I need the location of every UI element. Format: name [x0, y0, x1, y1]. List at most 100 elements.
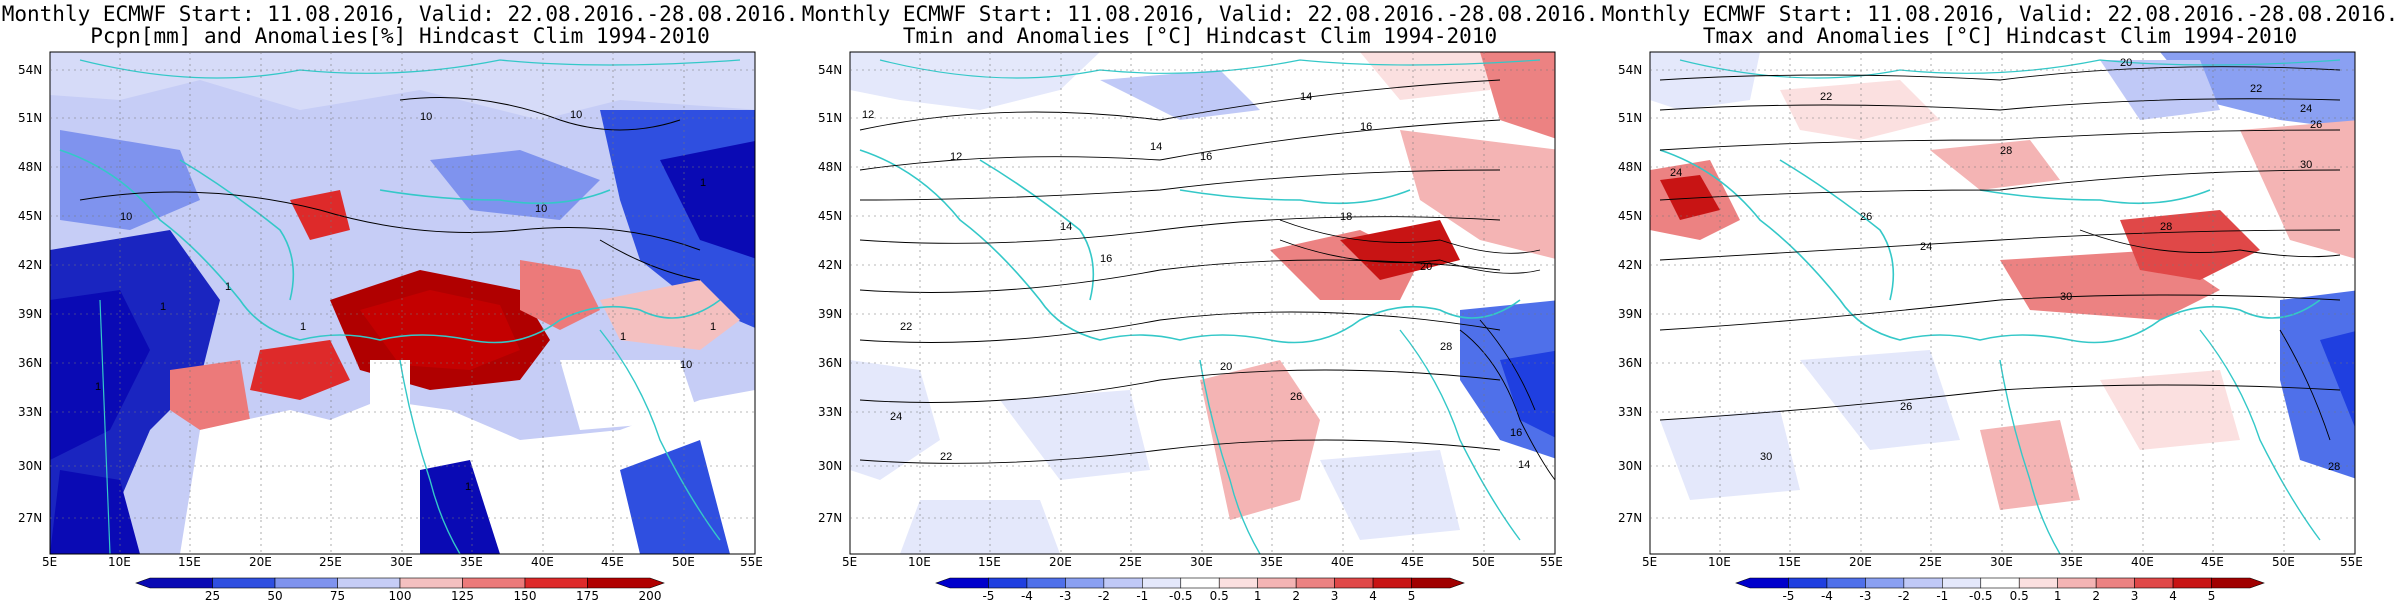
- precip-panel: Monthly ECMWF Start: 11.08.2016, Valid: …: [0, 0, 800, 600]
- lon-label: 50E: [1472, 555, 1495, 569]
- lon-label: 55E: [740, 555, 763, 569]
- lon-label: 40E: [1331, 555, 1354, 569]
- colorbar-tick-label: 0.5: [2010, 589, 2029, 600]
- colorbar-swatch: [135, 577, 213, 589]
- panel-title-line1: Monthly ECMWF Start: 11.08.2016, Valid: …: [801, 2, 1599, 26]
- lat-label: 48N: [18, 160, 42, 174]
- colorbar-swatch: [1180, 577, 1220, 589]
- colorbar-swatch: [1372, 577, 1412, 589]
- lon-label: 25E: [1119, 555, 1142, 569]
- contour-label: 14: [1300, 91, 1312, 103]
- lat-label: 33N: [1618, 405, 1642, 419]
- contour-label: 22: [900, 321, 912, 333]
- colorbar-tick-label: 4: [2169, 589, 2177, 600]
- colorbar-tick-label: -1: [1136, 589, 1148, 600]
- contour-labels: 12 14 16 16 14 12 14 16 18 20 22 24 22 2…: [862, 91, 1530, 471]
- lat-label: 39N: [18, 307, 42, 321]
- lat-label: 54N: [1618, 63, 1642, 77]
- lat-label: 45N: [1618, 209, 1642, 223]
- tmax-panel: Monthly ECMWF Start: 11.08.2016, Valid: …: [1600, 0, 2400, 600]
- contour-labels: 10 10 10 10 1 1 1 1 1 1 1 10 1: [95, 109, 716, 493]
- colorbar-tick-label: -5: [1782, 589, 1794, 600]
- contour-label: 1: [95, 381, 101, 393]
- contour-label: 16: [1360, 121, 1372, 133]
- lon-label: 20E: [249, 555, 272, 569]
- lon-label: 15E: [1778, 555, 1801, 569]
- colorbar-swatch: [274, 577, 338, 589]
- contour-label: 1: [620, 331, 626, 343]
- contour-label: 10: [120, 211, 132, 223]
- contour-label: 1: [700, 177, 706, 189]
- colorbar-swatch: [524, 577, 588, 589]
- colorbar-swatch: [1065, 577, 1105, 589]
- lat-labels: 54N 51N 48N 45N 42N 39N 36N 33N 30N 27N: [18, 63, 42, 525]
- contour-label: 26: [1900, 401, 1912, 413]
- colorbar-tick-label: 5: [1408, 589, 1416, 600]
- contour-label: 16: [1100, 253, 1112, 265]
- lon-label: 20E: [1849, 555, 1872, 569]
- colorbar-swatch: [2018, 577, 2058, 589]
- colorbar-swatch: [2057, 577, 2097, 589]
- contour-label: 1: [300, 321, 306, 333]
- lat-label: 27N: [18, 511, 42, 525]
- colorbar-swatch: [1980, 577, 2020, 589]
- contour-label: 30: [2300, 159, 2312, 171]
- colorbar-tick-label: 2: [2092, 589, 2100, 600]
- lat-label: 54N: [818, 63, 842, 77]
- tmax-map: 20 22 24 26 28 30 22 24 26 28 30 24 26 3…: [1618, 51, 2363, 600]
- lon-label: 5E: [1642, 555, 1657, 569]
- lon-label: 55E: [1540, 555, 1563, 569]
- contour-label: 30: [1760, 451, 1772, 463]
- lon-label: 35E: [2060, 555, 2083, 569]
- lat-labels: 54N 51N 48N 45N 42N 39N 36N 33N 30N 27N: [1618, 63, 1642, 525]
- colorbar-swatch: [337, 577, 401, 589]
- colorbar-swatch: [1103, 577, 1143, 589]
- lat-label: 33N: [18, 405, 42, 419]
- colorbar-tick-label: -5: [982, 589, 994, 600]
- contour-label: 28: [2328, 461, 2340, 473]
- lon-label: 45E: [1401, 555, 1424, 569]
- colorbar-swatch: [1735, 577, 1789, 589]
- colorbar-tick-label: 25: [205, 589, 220, 600]
- contour-label: 22: [2250, 83, 2262, 95]
- colorbar-tick-label: -3: [1059, 589, 1071, 600]
- contour-label: 20: [2120, 57, 2132, 69]
- contour-label: 10: [570, 109, 582, 121]
- lon-label: 40E: [2131, 555, 2154, 569]
- contour-label: 26: [2310, 119, 2322, 131]
- lat-label: 27N: [1618, 511, 1642, 525]
- colorbar-tick-label: 175: [576, 589, 599, 600]
- contour-label: 22: [940, 451, 952, 463]
- colorbar-swatch: [462, 577, 526, 589]
- colorbar-swatch: [935, 577, 989, 589]
- lon-label: 30E: [1990, 555, 2013, 569]
- lon-label: 50E: [672, 555, 695, 569]
- lon-label: 50E: [2272, 555, 2295, 569]
- contour-label: 10: [535, 203, 547, 215]
- colorbar-swatch: [988, 577, 1028, 589]
- contour-label: 28: [1440, 341, 1452, 353]
- lat-label: 30N: [818, 459, 842, 473]
- lon-label: 35E: [1260, 555, 1283, 569]
- colorbar-tick-label: 75: [330, 589, 345, 600]
- contour-label: 16: [1200, 151, 1212, 163]
- lon-label: 40E: [531, 555, 554, 569]
- lon-label: 35E: [460, 555, 483, 569]
- colorbar: -5 -4 -3 -2 -1 -0.5 0.5 1 2 3 4 5: [1735, 577, 2265, 600]
- colorbar-swatch: [587, 577, 665, 589]
- panel-title-line1: Monthly ECMWF Start: 11.08.2016, Valid: …: [1601, 2, 2399, 26]
- lat-label: 48N: [1618, 160, 1642, 174]
- colorbar-tick-label: -2: [1098, 589, 1110, 600]
- lat-label: 54N: [18, 63, 42, 77]
- contour-label: 12: [950, 151, 962, 163]
- colorbar-swatch: [1942, 577, 1982, 589]
- colorbar-tick-label: 150: [514, 589, 537, 600]
- lat-label: 27N: [818, 511, 842, 525]
- lon-labels: 5E 10E 15E 20E 25E 30E 35E 40E 45E 50E 5…: [1642, 555, 2363, 569]
- colorbar-swatch: [1788, 577, 1828, 589]
- lon-label: 45E: [601, 555, 624, 569]
- colorbar-swatch: [1142, 577, 1182, 589]
- colorbar-tick-label: 2: [1292, 589, 1300, 600]
- lat-label: 39N: [818, 307, 842, 321]
- colorbar-swatch: [1903, 577, 1943, 589]
